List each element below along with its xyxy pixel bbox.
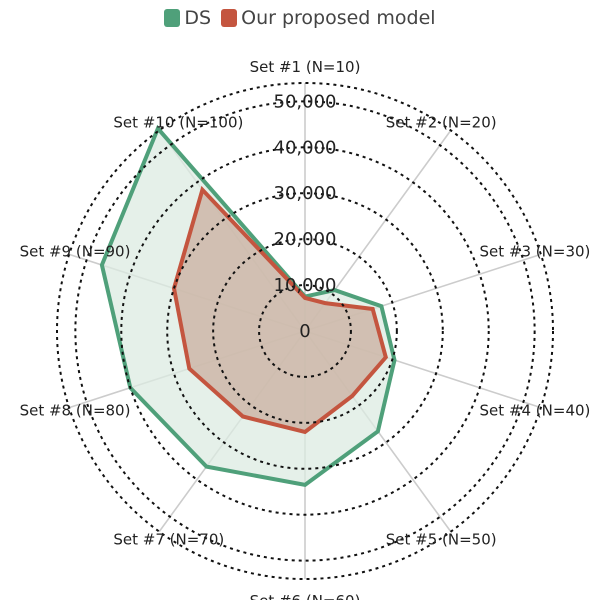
- radial-tick-label: 0: [299, 321, 310, 342]
- grid-circle: [74, 100, 536, 562]
- legend-label-proposed-model: Our proposed model: [241, 7, 436, 29]
- category-label: Set #3 (N=30): [480, 242, 591, 260]
- grid-circle: [166, 192, 444, 470]
- category-label: Set #5 (N=50): [386, 531, 497, 549]
- radial-tick-label: 20,000: [274, 229, 337, 250]
- grid-circle: [212, 238, 398, 424]
- radial-tick-label: 40,000: [274, 137, 337, 158]
- legend: DS Our proposed model: [0, 6, 600, 30]
- legend-swatch-proposed-model: [221, 9, 238, 27]
- legend-swatch-ds: [164, 9, 181, 27]
- category-label: Set #1 (N=10): [250, 58, 361, 76]
- radial-tick-label: 50,000: [274, 91, 337, 112]
- grid-circle: [120, 146, 490, 516]
- category-label: Set #2 (N=20): [386, 113, 497, 131]
- radial-tick-label: 30,000: [274, 183, 337, 204]
- category-label: Set #6 (N=60): [250, 592, 361, 600]
- category-label: Set #9 (N=90): [20, 242, 131, 260]
- legend-label-ds: DS: [184, 7, 212, 29]
- grid-circle-outer: [56, 82, 554, 580]
- category-label: Set #4 (N=40): [480, 402, 591, 420]
- series-area-proposed-model: [171, 185, 389, 435]
- legend-item-ds[interactable]: DS: [164, 7, 211, 29]
- category-label: Set #7 (N=70): [113, 531, 224, 549]
- legend-item-proposed-model[interactable]: Our proposed model: [221, 7, 436, 29]
- grid-circle: [258, 284, 352, 378]
- radial-tick-label: 10,000: [274, 275, 337, 296]
- category-label: Set #10 (N=100): [113, 113, 243, 131]
- category-label: Set #8 (N=80): [20, 402, 131, 420]
